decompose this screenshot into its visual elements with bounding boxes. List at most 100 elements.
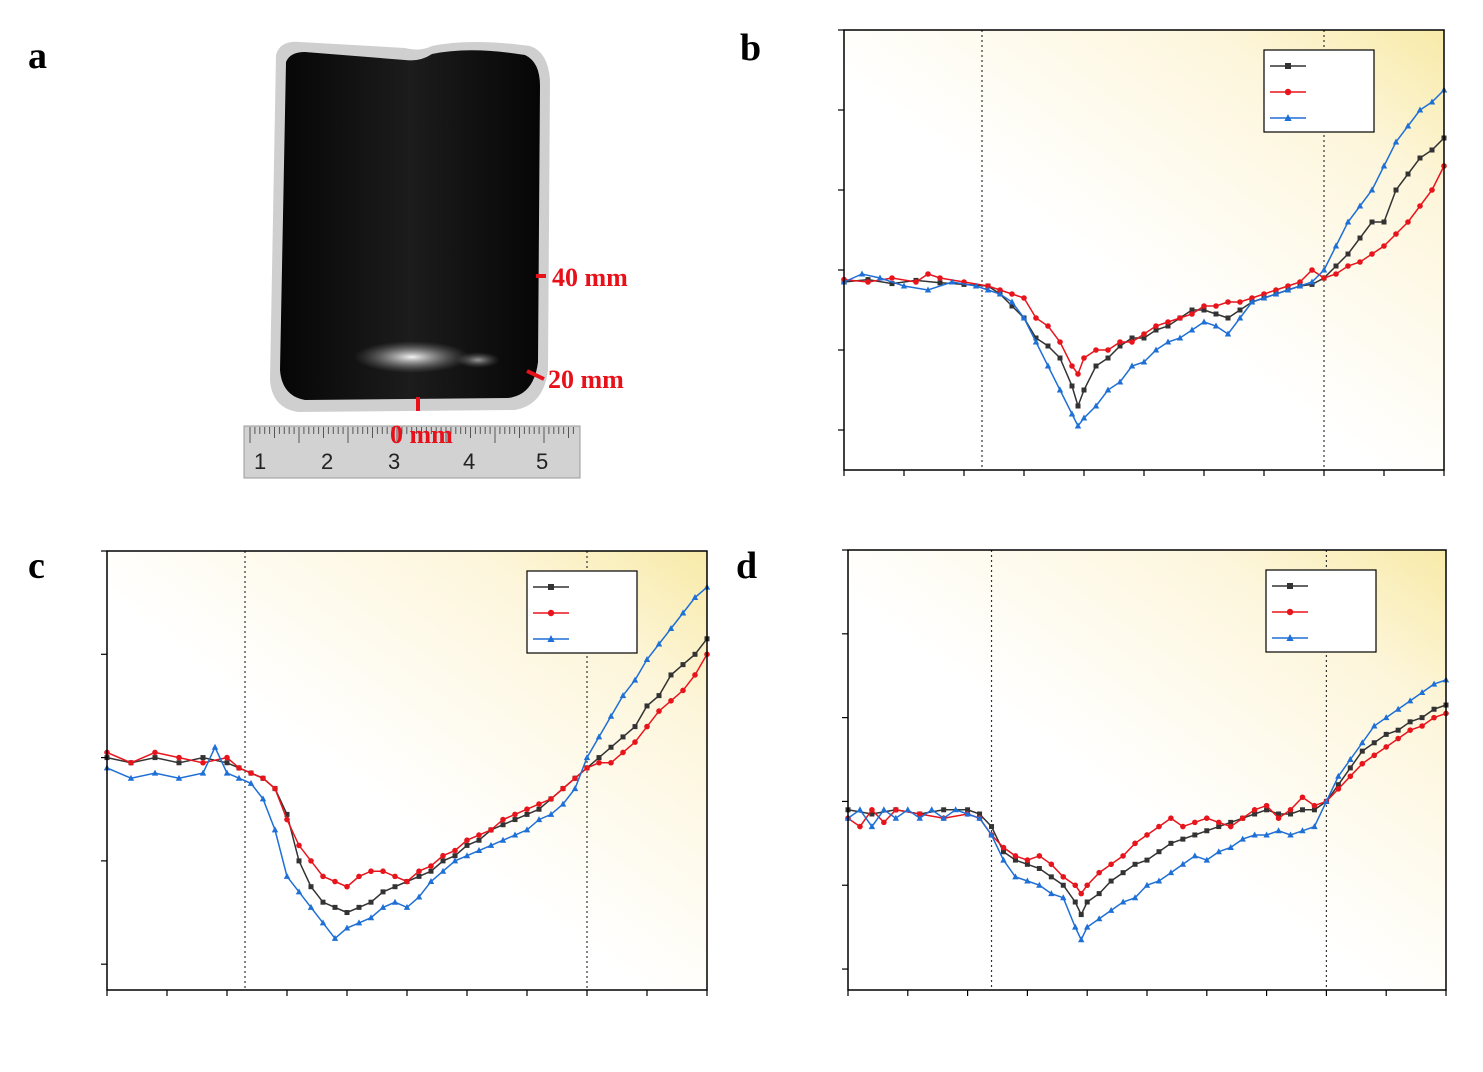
- data-point: [560, 785, 566, 792]
- data-point: [1045, 323, 1051, 329]
- data-point: [680, 687, 686, 694]
- data-point: [1140, 358, 1148, 365]
- data-point: [596, 759, 602, 766]
- data-point: [152, 755, 158, 761]
- marker-20mm: [526, 369, 545, 381]
- data-point: [1165, 319, 1171, 325]
- data-point: [283, 872, 291, 879]
- data-point: [1252, 811, 1258, 817]
- data-point: [1108, 861, 1114, 868]
- legend-box: [526, 570, 638, 654]
- data-point: [1213, 303, 1219, 309]
- data-point: [1203, 856, 1210, 863]
- data-point: [1395, 727, 1401, 733]
- data-point: [1012, 853, 1019, 859]
- data-point: [1405, 219, 1411, 225]
- data-point: [1394, 705, 1402, 712]
- label-40mm: 40 mm: [552, 263, 628, 292]
- data-point: [523, 826, 531, 833]
- data-point: [1345, 263, 1351, 269]
- data-point: [199, 769, 207, 776]
- data-point: [476, 832, 482, 838]
- data-point: [1156, 823, 1162, 830]
- data-point: [1276, 811, 1282, 817]
- series-line-lmcs: [843, 137, 1445, 409]
- data-point: [1155, 877, 1163, 884]
- data-point: [1225, 315, 1231, 321]
- data-point: [1024, 857, 1031, 863]
- data-point: [1093, 363, 1099, 369]
- data-point: [913, 279, 919, 285]
- ruler-ticks: [249, 427, 574, 443]
- data-point: [972, 282, 980, 289]
- data-point: [1381, 219, 1387, 225]
- series-line-ti: [106, 653, 708, 888]
- data-point: [1036, 853, 1043, 859]
- legend-marker: [547, 635, 555, 642]
- data-point: [1227, 844, 1234, 851]
- label-20mm: 20 mm: [548, 365, 624, 394]
- data-point: [1120, 870, 1126, 876]
- data-point: [1430, 680, 1438, 687]
- data-point: [500, 816, 506, 823]
- data-point: [452, 847, 458, 854]
- data-point: [1311, 823, 1318, 830]
- data-point: [1320, 266, 1328, 273]
- data-point: [1406, 697, 1414, 704]
- legend-marker: [1286, 634, 1294, 641]
- data-point: [332, 904, 338, 910]
- data-point: [1078, 890, 1085, 897]
- data-point: [889, 281, 895, 287]
- data-point: [1012, 857, 1018, 863]
- data-point: [1168, 815, 1174, 821]
- data-point: [1311, 807, 1317, 813]
- data-point: [1359, 739, 1366, 746]
- data-point: [1287, 831, 1294, 838]
- data-point: [1297, 279, 1303, 285]
- data-point: [608, 744, 614, 750]
- data-point: [904, 806, 911, 813]
- data-point: [1165, 323, 1171, 329]
- data-point: [1143, 881, 1151, 888]
- data-point: [475, 847, 483, 854]
- data-point: [1212, 322, 1220, 329]
- data-point: [632, 739, 638, 745]
- data-point: [511, 831, 519, 838]
- data-point: [380, 889, 386, 895]
- data-point: [1132, 861, 1138, 867]
- data-point: [1080, 414, 1088, 421]
- data-point: [344, 883, 350, 890]
- data-point: [1299, 807, 1305, 813]
- data-point: [1032, 338, 1040, 345]
- data-point: [997, 287, 1003, 293]
- data-point: [1180, 836, 1186, 842]
- data-point: [595, 733, 603, 740]
- data-point: [1309, 267, 1315, 273]
- marker-0mm: [416, 397, 420, 411]
- data-point: [224, 754, 230, 761]
- data-point: [1404, 122, 1412, 129]
- data-point: [1024, 861, 1030, 867]
- data-point: [1332, 242, 1340, 249]
- data-point: [1248, 298, 1256, 305]
- data-point: [1060, 882, 1066, 888]
- data-point: [392, 884, 398, 890]
- data-point: [608, 759, 614, 766]
- data-point: [868, 823, 876, 830]
- data-point: [343, 924, 351, 931]
- data-point: [1369, 251, 1375, 257]
- data-point: [1216, 824, 1222, 830]
- data-point: [332, 878, 338, 885]
- data-point: [1078, 936, 1085, 943]
- data-point: [1060, 894, 1067, 901]
- data-point: [464, 837, 470, 844]
- data-point: [1009, 291, 1015, 297]
- data-point: [403, 903, 411, 910]
- legend-marker: [547, 609, 555, 617]
- data-point: [964, 810, 971, 817]
- data-point: [1153, 327, 1159, 333]
- data-point: [857, 823, 863, 830]
- data-point: [1084, 882, 1090, 889]
- data-point: [1116, 378, 1124, 385]
- data-point: [620, 734, 626, 740]
